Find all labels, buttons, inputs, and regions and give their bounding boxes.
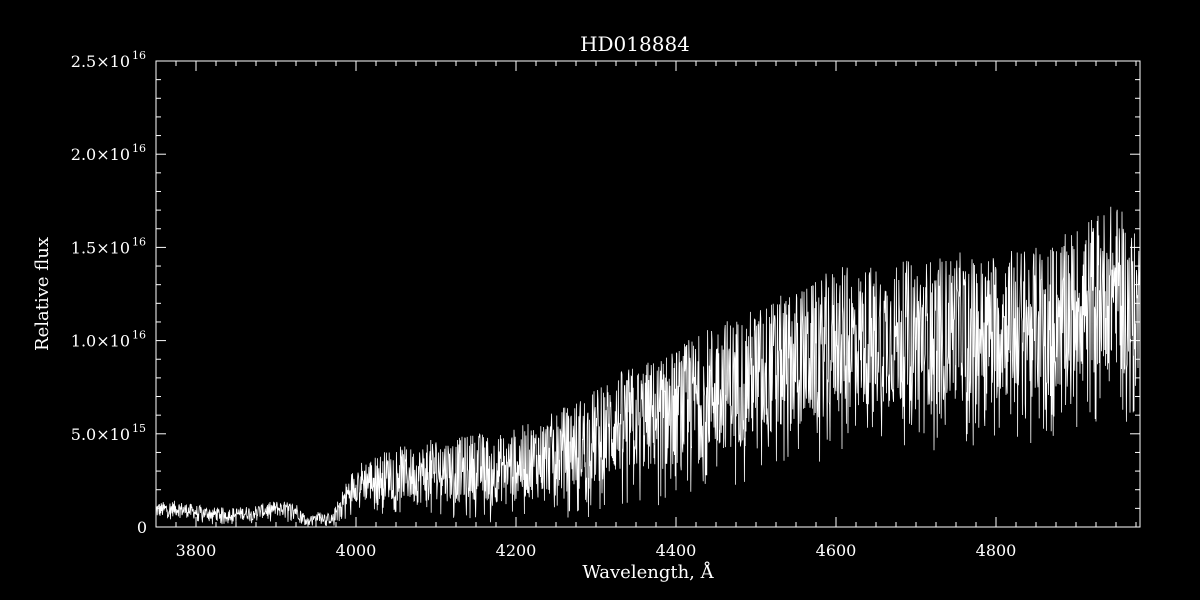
y-tick-label: 0 — [137, 518, 147, 537]
y-tick-label-exponent: 16 — [132, 142, 146, 155]
spectrum-line — [155, 206, 1141, 527]
y-axis-label: Relative flux — [32, 237, 53, 351]
spectrum-trace — [155, 206, 1141, 527]
x-tick-label: 4600 — [816, 541, 857, 560]
plot-frame — [155, 60, 1141, 528]
y-tick-label-exponent: 16 — [132, 329, 146, 342]
y-tick-label-exponent: 16 — [132, 49, 146, 62]
y-tick-label: 5.0×10 — [71, 425, 130, 444]
y-tick-label: 2.5×10 — [71, 52, 130, 71]
x-tick-label: 3800 — [176, 541, 217, 560]
y-tick-label-exponent: 16 — [132, 235, 146, 248]
x-tick-label: 4800 — [976, 541, 1017, 560]
chart-title: HD018884 — [580, 32, 690, 56]
x-axis-label: Wavelength, Å — [582, 561, 714, 583]
y-tick-label: 1.5×10 — [71, 238, 130, 257]
x-tick-label: 4200 — [496, 541, 537, 560]
y-tick-label: 1.0×10 — [71, 332, 130, 351]
x-tick-label: 4000 — [336, 541, 377, 560]
y-tick-label-exponent: 15 — [132, 422, 146, 435]
x-tick-label: 4400 — [656, 541, 697, 560]
y-tick-label: 2.0×10 — [71, 145, 130, 164]
